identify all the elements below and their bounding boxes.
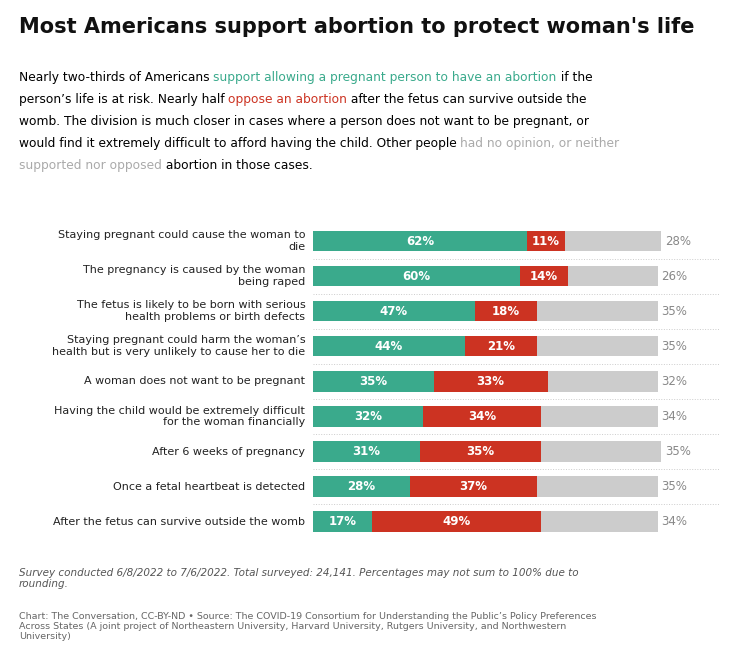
Bar bbox=[313, 442, 420, 462]
Text: 17%: 17% bbox=[328, 515, 356, 528]
Bar bbox=[313, 336, 464, 356]
Bar bbox=[537, 336, 658, 356]
Text: 26%: 26% bbox=[661, 269, 688, 283]
Text: 14%: 14% bbox=[530, 269, 558, 283]
Text: 33%: 33% bbox=[477, 375, 504, 388]
Text: would find it extremely difficult to afford having the child. Other people: would find it extremely difficult to aff… bbox=[19, 137, 461, 150]
Text: Having the child would be extremely difficult
for the woman financially: Having the child would be extremely diff… bbox=[54, 406, 305, 427]
Bar bbox=[423, 407, 541, 427]
Bar bbox=[313, 371, 434, 392]
Text: supported nor opposed: supported nor opposed bbox=[19, 159, 161, 172]
Text: 34%: 34% bbox=[661, 410, 688, 423]
Text: 28%: 28% bbox=[347, 480, 375, 493]
Text: 35%: 35% bbox=[661, 304, 688, 318]
Text: Survey conducted 6/8/2022 to 7/6/2022. Total surveyed: 24,141. Percentages may n: Survey conducted 6/8/2022 to 7/6/2022. T… bbox=[19, 568, 578, 589]
Text: 49%: 49% bbox=[442, 515, 470, 528]
Text: had no opinion, or neither: had no opinion, or neither bbox=[461, 137, 620, 150]
Bar bbox=[313, 301, 475, 321]
Bar bbox=[565, 231, 661, 251]
Text: abortion in those cases.: abortion in those cases. bbox=[161, 159, 312, 172]
Text: 35%: 35% bbox=[359, 375, 388, 388]
Bar bbox=[520, 266, 569, 286]
Text: 32%: 32% bbox=[354, 410, 382, 423]
Text: oppose an abortion: oppose an abortion bbox=[228, 93, 348, 106]
Text: Chart: The Conversation, CC-BY-ND • Source: The COVID-19 Consortium for Understa: Chart: The Conversation, CC-BY-ND • Sour… bbox=[19, 612, 596, 641]
Bar bbox=[541, 407, 658, 427]
Text: 35%: 35% bbox=[661, 340, 688, 353]
Text: 35%: 35% bbox=[665, 445, 691, 458]
Text: Staying pregnant could harm the woman’s
health but is very unlikely to cause her: Staying pregnant could harm the woman’s … bbox=[52, 335, 305, 357]
Bar bbox=[537, 301, 658, 321]
Bar bbox=[527, 231, 565, 251]
Text: The fetus is likely to be born with serious
health problems or birth defects: The fetus is likely to be born with seri… bbox=[77, 300, 305, 322]
Text: Most Americans support abortion to protect woman's life: Most Americans support abortion to prote… bbox=[19, 17, 694, 37]
Bar bbox=[313, 231, 527, 251]
Text: The pregnancy is caused by the woman
being raped: The pregnancy is caused by the woman bei… bbox=[83, 265, 305, 287]
Text: person’s life is at risk. Nearly half: person’s life is at risk. Nearly half bbox=[19, 93, 228, 106]
Bar bbox=[313, 266, 520, 286]
Text: After 6 weeks of pregnancy: After 6 weeks of pregnancy bbox=[152, 446, 305, 456]
Bar bbox=[464, 336, 537, 356]
Text: 11%: 11% bbox=[532, 235, 559, 247]
Text: 21%: 21% bbox=[487, 340, 515, 353]
Text: 44%: 44% bbox=[375, 340, 403, 353]
Text: 34%: 34% bbox=[468, 410, 496, 423]
Bar bbox=[537, 476, 658, 497]
Bar bbox=[409, 476, 537, 497]
Bar bbox=[313, 476, 409, 497]
Text: 32%: 32% bbox=[661, 375, 688, 388]
Bar bbox=[420, 442, 541, 462]
Bar bbox=[569, 266, 658, 286]
Text: Nearly two-thirds of Americans: Nearly two-thirds of Americans bbox=[19, 71, 213, 83]
Bar bbox=[372, 511, 541, 532]
Bar bbox=[313, 407, 423, 427]
Text: Staying pregnant could cause the woman to
die: Staying pregnant could cause the woman t… bbox=[58, 230, 305, 252]
Text: A woman does not want to be pregnant: A woman does not want to be pregnant bbox=[84, 376, 305, 386]
Text: 31%: 31% bbox=[352, 445, 380, 458]
Text: 35%: 35% bbox=[466, 445, 495, 458]
Text: 35%: 35% bbox=[661, 480, 688, 493]
Text: 18%: 18% bbox=[492, 304, 520, 318]
Text: support allowing a pregnant person to have an abortion: support allowing a pregnant person to ha… bbox=[213, 71, 556, 83]
Text: After the fetus can survive outside the womb: After the fetus can survive outside the … bbox=[54, 517, 305, 527]
Bar bbox=[475, 301, 537, 321]
Text: 62%: 62% bbox=[406, 235, 434, 247]
Text: womb. The division is much closer in cases where a person does not want to be pr: womb. The division is much closer in cas… bbox=[19, 115, 589, 128]
Bar bbox=[541, 442, 661, 462]
Bar bbox=[434, 371, 547, 392]
Text: 60%: 60% bbox=[403, 269, 431, 283]
Bar bbox=[313, 511, 372, 532]
Text: 34%: 34% bbox=[661, 515, 688, 528]
Text: 47%: 47% bbox=[380, 304, 408, 318]
Text: Once a fetal heartbeat is detected: Once a fetal heartbeat is detected bbox=[113, 482, 305, 492]
Bar bbox=[547, 371, 658, 392]
Text: 37%: 37% bbox=[459, 480, 487, 493]
Text: after the fetus can survive outside the: after the fetus can survive outside the bbox=[348, 93, 587, 106]
Bar bbox=[541, 511, 658, 532]
Text: 28%: 28% bbox=[665, 235, 691, 247]
Text: if the: if the bbox=[556, 71, 592, 83]
